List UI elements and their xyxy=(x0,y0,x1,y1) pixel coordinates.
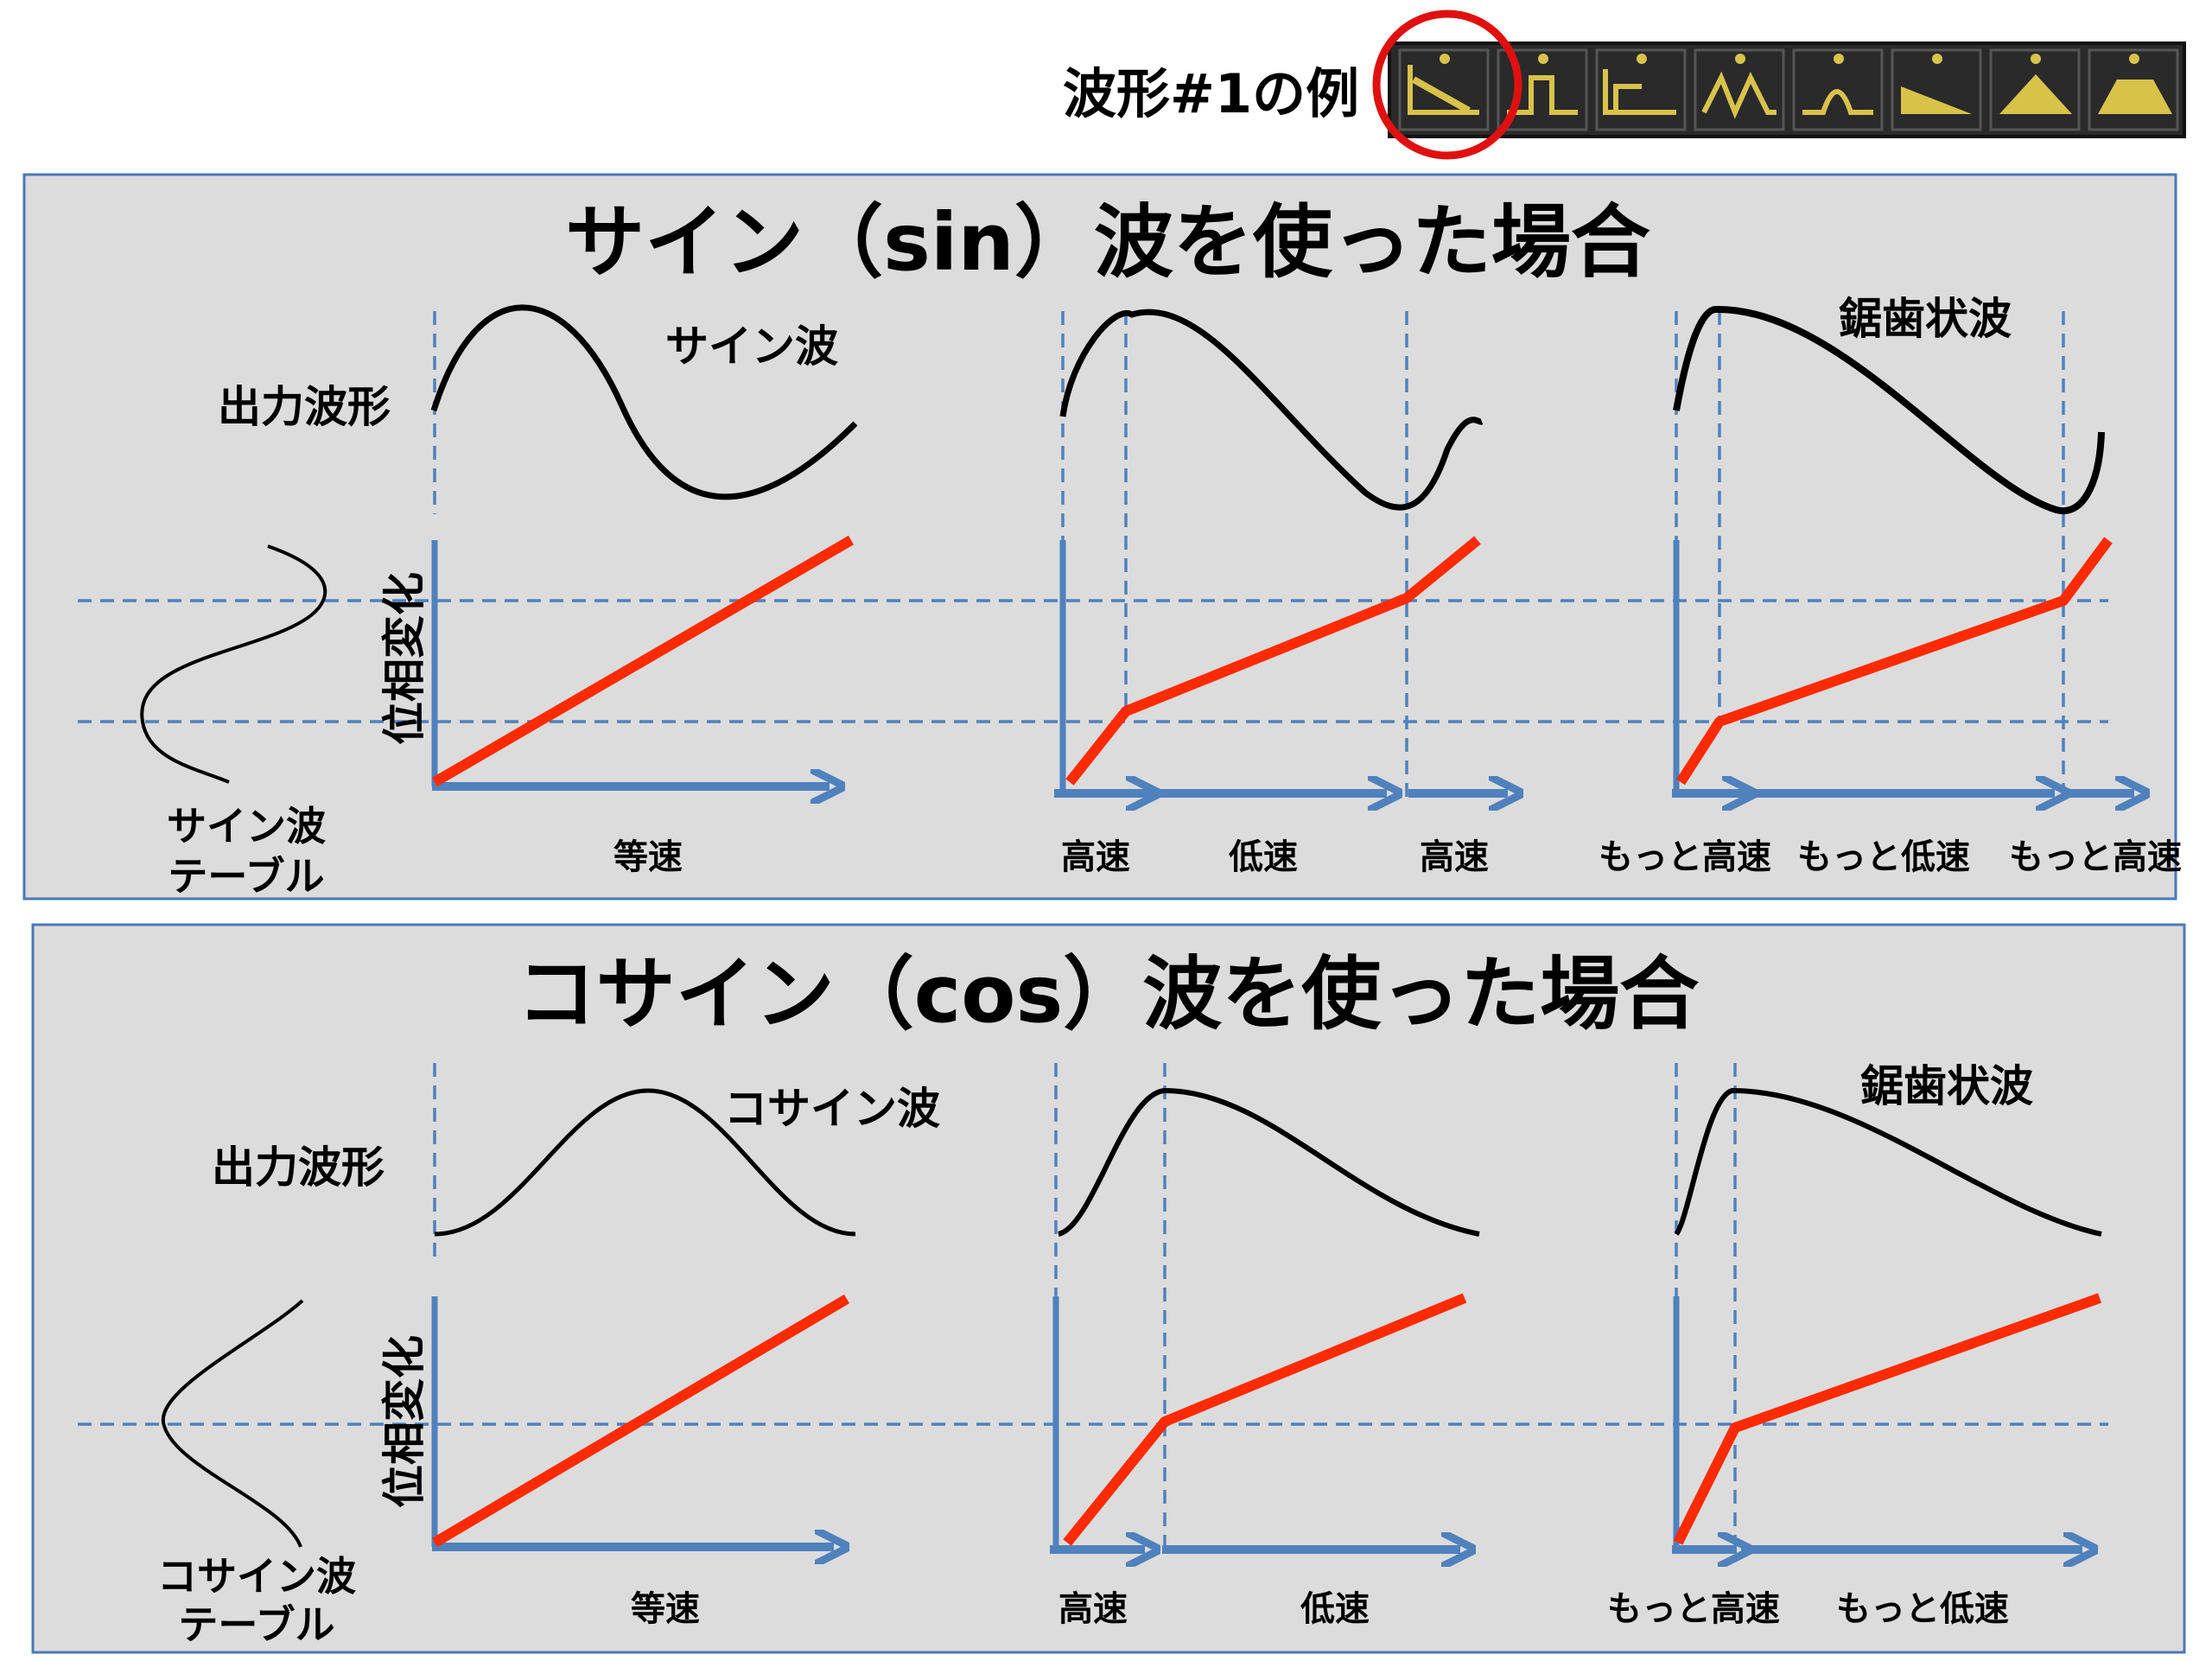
sine-table-curve xyxy=(140,544,327,784)
cosine-table-curve xyxy=(161,1299,304,1548)
table-label-line2: テーブル xyxy=(168,853,324,900)
cos-panel-title: コサイン（cos）波を使った場合 xyxy=(517,948,1700,1041)
wave-name-sine: サイン波 xyxy=(665,321,838,372)
cos-phase-line-constant xyxy=(431,1294,850,1548)
table-label-line1: サイン波 xyxy=(167,803,326,850)
cosine-wave-constant xyxy=(434,1088,856,1237)
speed-label-slow-1: 低速 xyxy=(1229,837,1298,877)
cos-phase-line-varied xyxy=(1063,1293,1467,1546)
sin-panel-bg xyxy=(22,173,2177,901)
phase-change-label: 位相変化 xyxy=(379,572,429,745)
icon-strip-bg xyxy=(1388,41,2186,138)
cos-speed-label-faster: もっと高速 xyxy=(1607,1589,1780,1629)
sawtooth-wave-cos xyxy=(1674,1087,2102,1237)
phase-line-varied xyxy=(1065,536,1481,786)
speed-label-fast-1: 高速 xyxy=(1061,837,1130,877)
cos-speed-label-constant: 等速 xyxy=(631,1589,700,1629)
waveform-selector-strip[interactable] xyxy=(1388,41,2186,138)
phase-line-constant xyxy=(431,535,855,787)
phase-change-label-cos: 位相変化 xyxy=(379,1335,429,1508)
triangle-icon[interactable] xyxy=(1989,48,2081,131)
wave-name-sawtooth: 鋸歯状波 xyxy=(1839,294,2012,344)
sin-panel-title: サイン（sin）波を使った場合 xyxy=(565,196,1650,289)
cos-panel-bg xyxy=(31,923,2186,1654)
cos-speed-label-fast: 高速 xyxy=(1058,1589,1128,1629)
speed-label-slower-1: もっと低速 xyxy=(1797,837,1970,877)
output-waveform-label: 出力波形 xyxy=(218,382,391,432)
step-icon[interactable] xyxy=(1595,48,1687,131)
wave-name-sawtooth-cos: 鋸歯状波 xyxy=(1860,1061,2033,1111)
table-label-cos-line2: テーブル xyxy=(178,1601,334,1648)
table-label-cos-line1: コサイン波 xyxy=(157,1553,356,1600)
cos-phase-line-extreme xyxy=(1673,1293,2102,1545)
sawtooth-wave-sin xyxy=(1673,305,2105,515)
selection-highlight-circle xyxy=(1372,10,1522,160)
sin-panel: サイン（sin）波を使った場合 出力波形 サイン波 鋸歯状波 位相変化 サイン波… xyxy=(22,173,2182,901)
bump-icon[interactable] xyxy=(1792,48,1884,131)
pulse-icon[interactable] xyxy=(1497,48,1588,131)
cosine-wave-varied xyxy=(1057,1087,1480,1237)
speed-label-faster-1: もっと高速 xyxy=(1599,837,1771,877)
cos-panel: コサイン（cos）波を使った場合 出力波形 コサイン波 鋸歯状波 位相変化 コサ… xyxy=(31,923,2186,1654)
cos-speed-label-slower: もっと低速 xyxy=(1836,1589,2009,1629)
speed-label-fast-2: 高速 xyxy=(1420,837,1489,877)
header-label: 波形#1の例 xyxy=(1063,62,1359,125)
sine-wave-constant xyxy=(430,304,858,500)
trapezoid-icon[interactable] xyxy=(2088,48,2179,131)
double-peak-icon[interactable] xyxy=(1694,48,1785,131)
speed-label-faster-2: もっと高速 xyxy=(2009,837,2182,877)
ramp-icon[interactable] xyxy=(1398,48,1490,131)
sine-wave-varied xyxy=(1059,309,1484,511)
wave-name-cosine: コサイン波 xyxy=(724,1084,940,1134)
phase-line-extreme xyxy=(1675,537,2113,786)
slope-hill-icon[interactable] xyxy=(1891,48,1982,131)
cos-speed-label-slow: 低速 xyxy=(1300,1589,1370,1629)
output-waveform-label-cos: 出力波形 xyxy=(212,1142,385,1193)
speed-label-constant: 等速 xyxy=(613,837,683,877)
